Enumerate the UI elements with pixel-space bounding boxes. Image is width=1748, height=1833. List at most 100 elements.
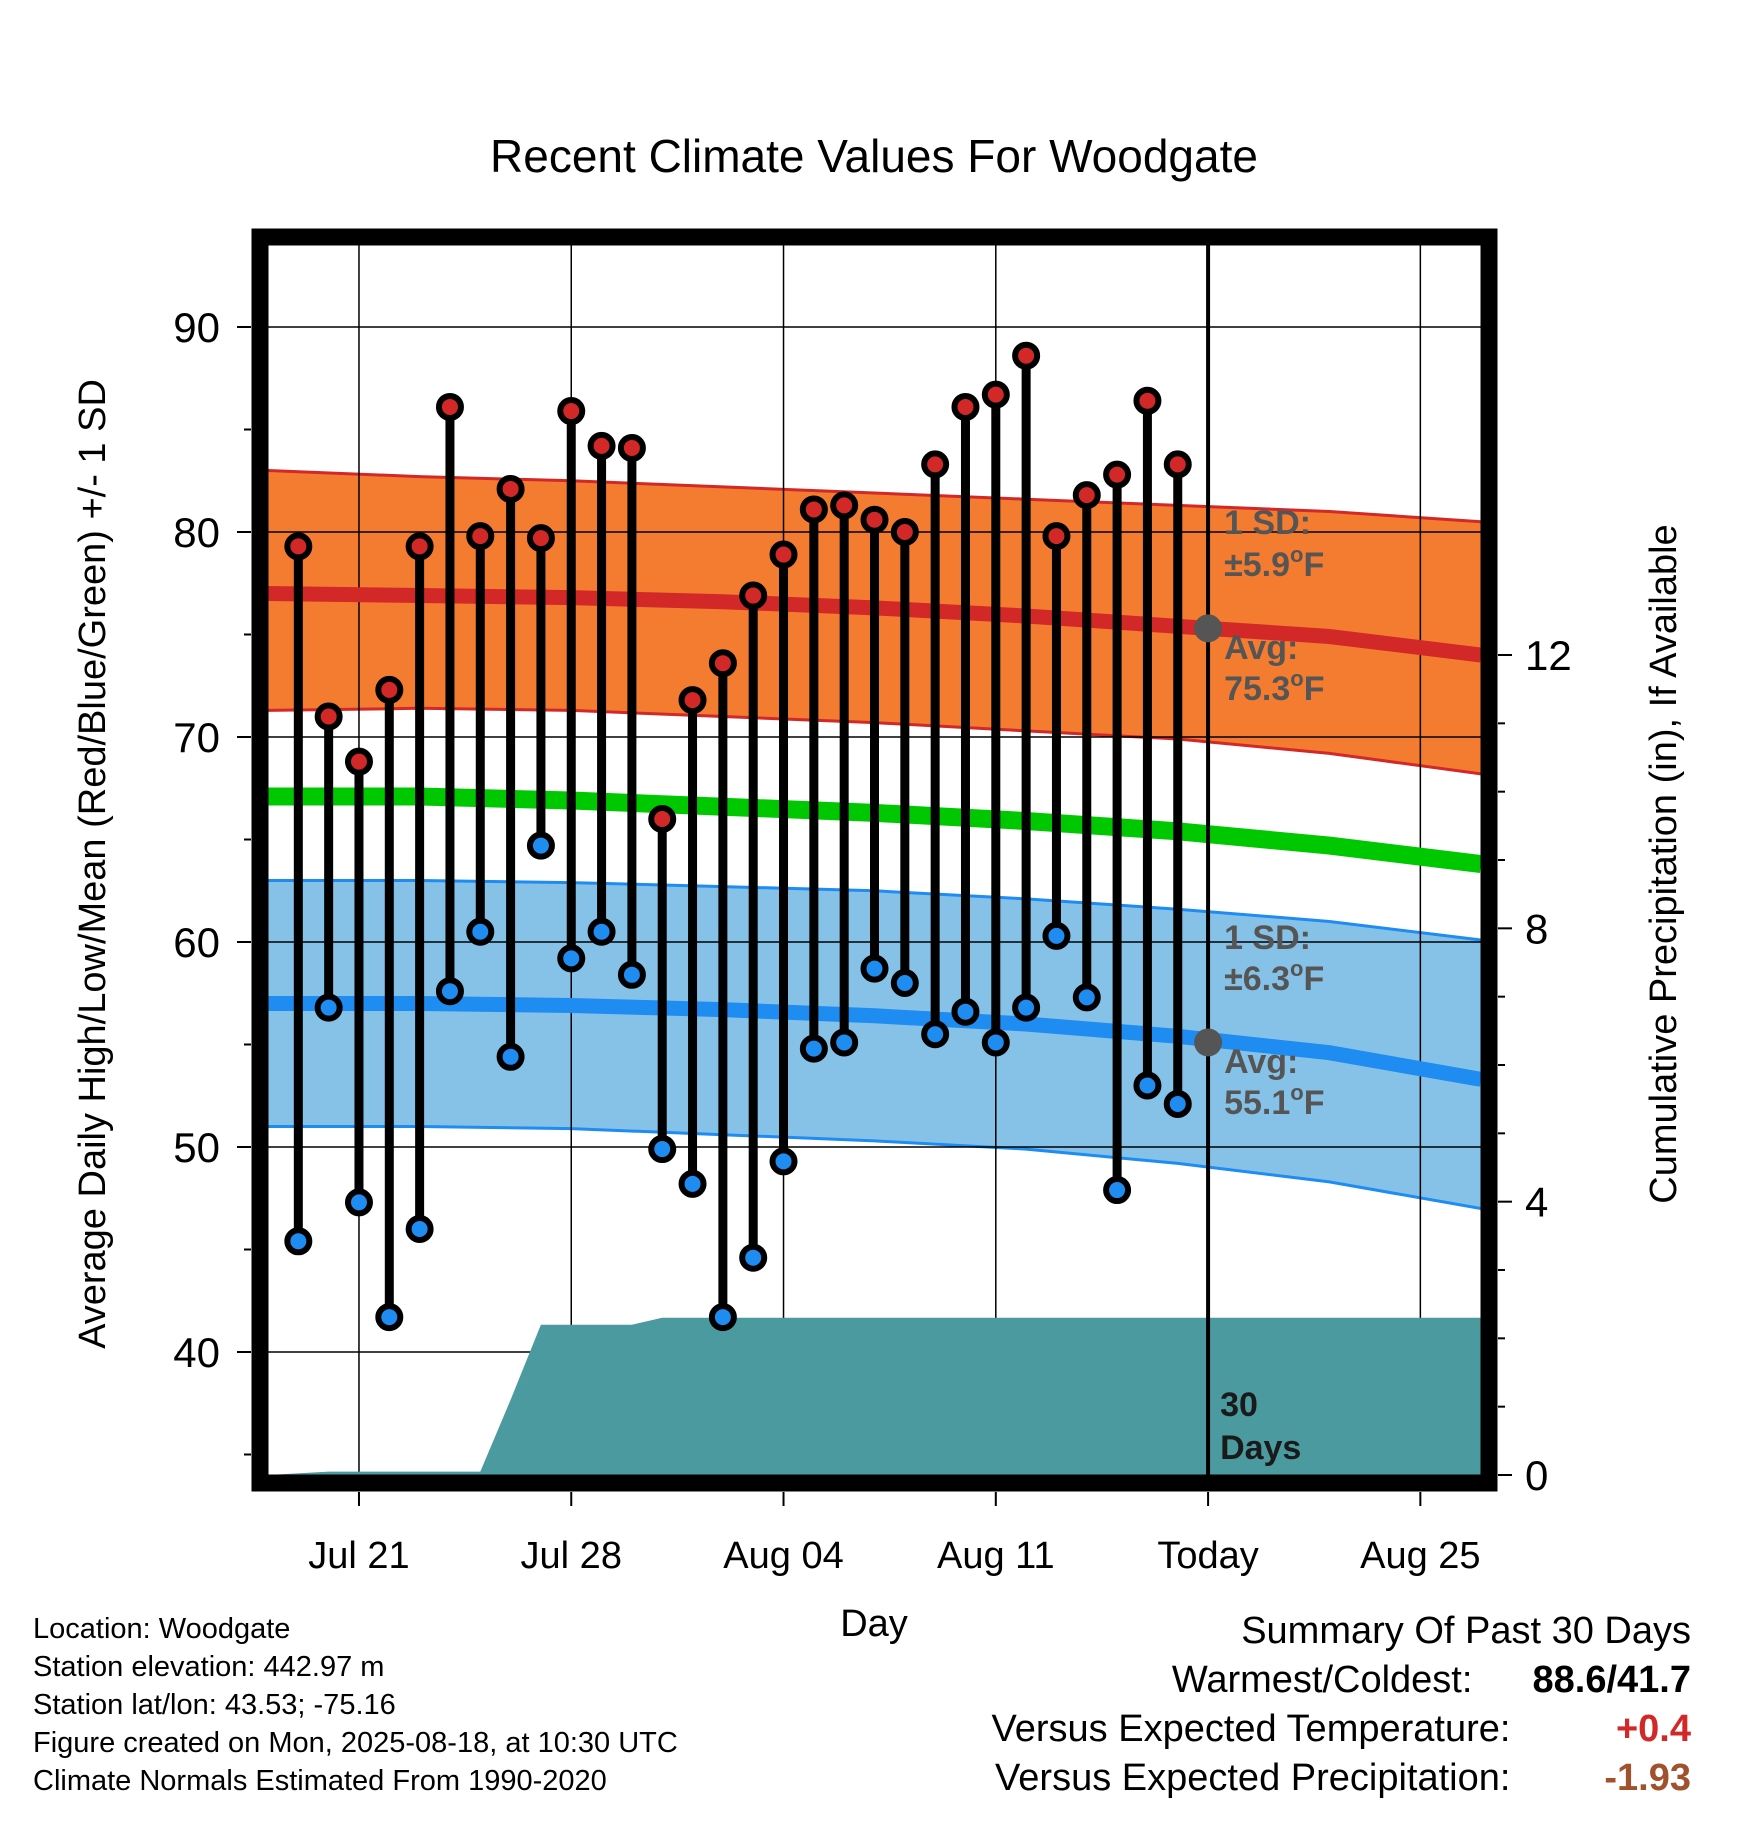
x-tick-label: Aug 11 — [937, 1535, 1055, 1577]
location-text: Location: Woodgate — [33, 1613, 291, 1645]
daily-high-point — [890, 518, 919, 546]
daily-low-point — [860, 954, 889, 983]
elevation-text: Station elevation: 442.97 m — [33, 1651, 385, 1683]
today-low-avg-marker — [1194, 1028, 1223, 1057]
daily-high-point — [1163, 450, 1192, 479]
y-axis-right: 0 4 8 12 — [1498, 632, 1572, 1499]
daily-high-point — [314, 702, 343, 731]
daily-low-point — [1163, 1089, 1192, 1118]
daily-high-point — [1103, 460, 1132, 489]
daily-low-point — [830, 1028, 859, 1057]
daily-high-point — [769, 540, 798, 569]
daily-high-point — [435, 392, 464, 421]
daily-high-point — [587, 431, 616, 460]
temp-label: Versus Expected Temperature: — [991, 1708, 1511, 1750]
daily-low-point — [951, 997, 980, 1026]
y-axis-left: 40 50 60 70 80 90 — [173, 304, 251, 1456]
high-avg-label: Avg: — [1224, 629, 1298, 667]
daily-low-point — [1012, 993, 1041, 1022]
daily-high-point — [739, 581, 768, 610]
daily-low-point — [405, 1215, 434, 1243]
daily-low-point — [1072, 983, 1101, 1012]
daily-high-point — [526, 524, 555, 553]
x-tick-label: Jul 21 — [308, 1535, 409, 1577]
daily-low-point — [1042, 921, 1071, 950]
latlon-text: Station lat/lon: 43.53; -75.16 — [33, 1689, 396, 1721]
y-tick-label: 90 — [173, 304, 220, 351]
x-tick-label: Today — [1157, 1535, 1258, 1577]
summary-precip-row: Versus Expected Precipitation: -1.93 — [992, 1754, 1691, 1803]
daily-low-point — [557, 944, 586, 973]
daily-low-point — [314, 993, 343, 1022]
daily-low-point — [617, 960, 646, 989]
daily-low-point — [799, 1034, 828, 1063]
precip-label: Versus Expected Precipitation: — [995, 1757, 1511, 1799]
daily-low-point — [344, 1188, 373, 1217]
daily-high-point — [678, 686, 707, 715]
summary-warmest-row: Warmest/Coldest: 88.6/41.7 — [992, 1656, 1691, 1705]
daily-low-point — [769, 1147, 798, 1176]
daily-low-point — [435, 977, 464, 1006]
high-sd-value: ±5.9oF — [1224, 542, 1324, 584]
daily-high-point — [1042, 522, 1071, 551]
y-axis-label-left: Average Daily High/Low/Mean (Red/Blue/Gr… — [72, 379, 114, 1349]
daily-high-point — [466, 522, 495, 551]
daily-high-point — [405, 532, 434, 561]
daily-high-point — [830, 491, 859, 520]
daily-high-point — [951, 392, 980, 421]
high-avg-value: 75.3oF — [1224, 666, 1324, 708]
station-info: Location: Woodgate Station elevation: 44… — [33, 1610, 678, 1800]
daily-high-point — [375, 675, 404, 704]
daily-high-point — [284, 532, 313, 561]
normals-text: Climate Normals Estimated From 1990-2020 — [33, 1765, 607, 1797]
summary-panel: Summary Of Past 30 Days Warmest/Coldest:… — [992, 1607, 1691, 1803]
normal-low-line — [268, 996, 1481, 1087]
daily-high-point — [799, 495, 828, 524]
daily-high-point — [1012, 341, 1041, 370]
plot-frame — [251, 228, 1498, 1492]
low-avg-value: 55.1oF — [1224, 1080, 1324, 1122]
high-sd-upper-edge — [268, 469, 1481, 524]
daily-high-point — [648, 805, 677, 833]
daily-low-point — [526, 831, 555, 860]
created-text: Figure created on Mon, 2025-08-18, at 10… — [33, 1727, 678, 1759]
daily-low-point — [890, 969, 919, 997]
y-right-tick-label: 12 — [1525, 632, 1572, 679]
daily-high-point — [1133, 386, 1162, 415]
daily-low-point — [648, 1135, 677, 1164]
daily-low-point — [496, 1042, 525, 1071]
today-high-avg-marker — [1194, 614, 1223, 643]
temp-value: +0.4 — [1615, 1708, 1691, 1750]
daily-low-point — [708, 1303, 737, 1332]
precip-value: -1.93 — [1604, 1757, 1691, 1799]
warmest-value: 88.6/41.7 — [1532, 1659, 1691, 1701]
daily-high-point — [860, 505, 889, 534]
daily-low-point — [1133, 1071, 1162, 1100]
observed-values — [284, 341, 1192, 1332]
x-axis-label: Day — [840, 1603, 908, 1645]
daily-high-point — [921, 450, 950, 479]
precipitation-area — [268, 1317, 1481, 1475]
daily-low-point — [587, 917, 616, 946]
daily-high-point — [708, 649, 737, 678]
y-tick-label: 60 — [173, 919, 220, 966]
daily-low-point — [921, 1020, 950, 1049]
y-tick-label: 40 — [173, 1329, 220, 1376]
summary-heading: Summary Of Past 30 Days — [1241, 1610, 1691, 1652]
y-axis-label-right: Cumulative Precipitation (in), If Availa… — [1643, 524, 1685, 1203]
y-right-tick-label: 4 — [1525, 1179, 1548, 1226]
daily-high-point — [981, 380, 1010, 409]
low-avg-label: Avg: — [1224, 1043, 1298, 1081]
daily-high-point — [617, 433, 646, 462]
daily-low-point — [739, 1243, 768, 1272]
daily-low-point — [1103, 1176, 1132, 1205]
low-sd-label: 1 SD: — [1224, 919, 1311, 957]
daily-high-point — [1072, 481, 1101, 510]
x-tick-label: Aug 25 — [1360, 1535, 1480, 1577]
x-tick-label: Jul 28 — [521, 1535, 622, 1577]
y-tick-label: 80 — [173, 509, 220, 556]
